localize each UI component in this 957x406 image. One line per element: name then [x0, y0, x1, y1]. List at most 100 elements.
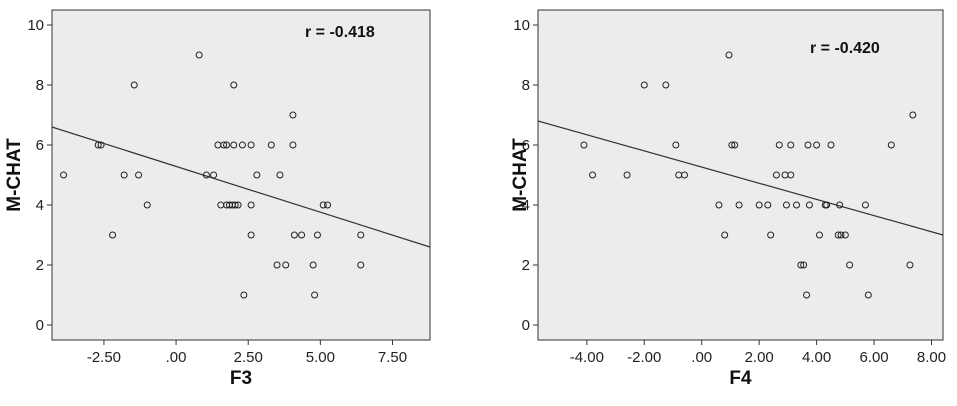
- data-point: [143, 201, 151, 209]
- y-tick-label: 10: [27, 17, 44, 34]
- x-tick-label: .00: [166, 349, 187, 366]
- data-point: [309, 261, 317, 269]
- x-tick-label: -4.00: [570, 349, 604, 366]
- y-tick-label: 4: [522, 197, 530, 214]
- data-point: [834, 231, 842, 239]
- data-point: [290, 231, 298, 239]
- data-point: [672, 141, 680, 149]
- data-point: [725, 51, 733, 59]
- x-tick-label: 2.00: [745, 349, 774, 366]
- x-axis-title: F4: [729, 368, 752, 389]
- data-point: [680, 171, 688, 179]
- y-tick-label: 0: [522, 317, 530, 334]
- data-point: [60, 171, 68, 179]
- data-point: [728, 141, 736, 149]
- data-point: [289, 141, 297, 149]
- x-tick-label: 5.00: [306, 349, 335, 366]
- fit-line: [51, 126, 431, 248]
- data-point: [804, 141, 812, 149]
- data-point: [815, 231, 823, 239]
- data-point: [267, 141, 275, 149]
- data-point: [313, 231, 321, 239]
- data-point: [731, 141, 739, 149]
- data-point: [311, 291, 319, 299]
- data-point: [793, 201, 801, 209]
- data-point: [230, 141, 238, 149]
- y-tick-label: 2: [36, 257, 44, 274]
- y-tick-label: 8: [522, 77, 530, 94]
- data-point: [827, 141, 835, 149]
- y-tick-label: 6: [522, 137, 530, 154]
- data-point: [846, 261, 854, 269]
- data-point: [662, 81, 670, 89]
- data-point: [887, 141, 895, 149]
- data-point: [775, 141, 783, 149]
- y-tick-label: 2: [522, 257, 530, 274]
- data-point: [715, 201, 723, 209]
- data-point: [864, 291, 872, 299]
- x-tick-label: 4.00: [802, 349, 831, 366]
- y-tick-label: 10: [513, 17, 530, 34]
- data-point: [238, 141, 246, 149]
- data-point: [276, 171, 284, 179]
- x-tick-label: .00: [691, 349, 712, 366]
- data-point: [319, 201, 327, 209]
- data-point: [230, 81, 238, 89]
- correlation-label: r = -0.420: [810, 40, 880, 57]
- plot-area: [537, 9, 944, 341]
- data-point: [772, 171, 780, 179]
- data-point: [282, 261, 290, 269]
- data-point: [800, 261, 808, 269]
- data-point: [94, 141, 102, 149]
- data-point: [357, 261, 365, 269]
- y-tick-label: 6: [36, 137, 44, 154]
- data-point: [247, 201, 255, 209]
- data-point: [234, 201, 242, 209]
- x-tick-label: -2.00: [627, 349, 661, 366]
- y-tick-label: 4: [36, 197, 44, 214]
- scatter-panel-1: 0 2 4 6 8 10 -2.50 .00 2.50 5.00 7.50 r = -0.418 F3 M…: [4, 9, 431, 389]
- data-point: [797, 261, 805, 269]
- correlation-label: r = -0.418: [305, 24, 375, 41]
- x-tick-label: 7.50: [378, 349, 407, 366]
- x-tick-label: -2.50: [87, 349, 121, 366]
- data-point: [130, 81, 138, 89]
- data-point: [721, 231, 729, 239]
- y-tick-label: 8: [36, 77, 44, 94]
- data-point: [580, 141, 588, 149]
- data-point: [841, 231, 849, 239]
- data-point: [357, 231, 365, 239]
- data-point: [837, 231, 845, 239]
- data-point: [273, 261, 281, 269]
- data-point: [247, 231, 255, 239]
- data-point: [97, 141, 105, 149]
- data-point: [787, 141, 795, 149]
- data-point: [764, 201, 772, 209]
- data-point: [324, 201, 332, 209]
- data-point: [202, 171, 210, 179]
- data-point: [823, 201, 831, 209]
- data-point: [640, 81, 648, 89]
- data-point: [909, 111, 917, 119]
- data-point: [120, 171, 128, 179]
- scatter-panel-2: 0 2 4 6 8 10 -4.00 -2.00 .00 2.00 4.00 6.00 8.00 r = …: [510, 9, 946, 389]
- data-point: [836, 201, 844, 209]
- data-point: [231, 201, 239, 209]
- y-axis-title: M-CHAT: [510, 138, 531, 212]
- plot-area: [51, 9, 431, 341]
- data-point: [210, 171, 218, 179]
- data-point: [247, 141, 255, 149]
- data-point: [767, 231, 775, 239]
- x-tick-label: 8.00: [917, 349, 946, 366]
- data-point: [735, 201, 743, 209]
- data-point: [135, 171, 143, 179]
- data-point: [787, 171, 795, 179]
- x-tick-label: 2.50: [234, 349, 263, 366]
- data-point: [253, 171, 261, 179]
- data-point: [782, 201, 790, 209]
- data-point: [813, 141, 821, 149]
- x-tick-label: 6.00: [859, 349, 888, 366]
- data-point: [298, 231, 306, 239]
- data-point: [755, 201, 763, 209]
